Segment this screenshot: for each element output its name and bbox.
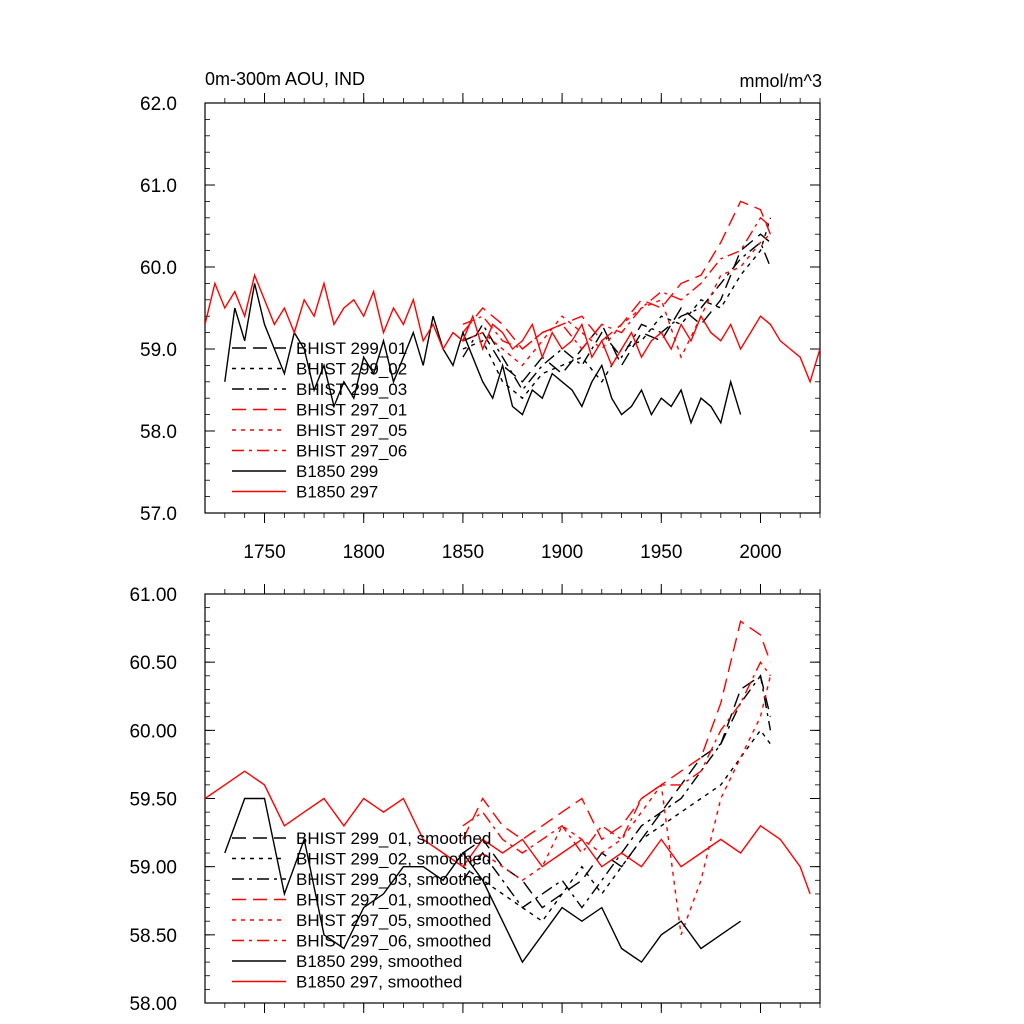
legend-label: BHIST 297_06, smoothed (296, 932, 491, 951)
legend-label: B1850 297, smoothed (296, 973, 462, 992)
legend-label: BHIST 297_01, smoothed (296, 891, 491, 910)
series-group (205, 620, 811, 964)
series-line-b1850-297 (205, 272, 820, 384)
series-line-bhist-299-03 (462, 241, 772, 392)
series-line-bhist-297-01-smoothed (462, 620, 772, 841)
plot-frame (204, 102, 821, 514)
legend-label: BHIST 299_01, smoothed (296, 829, 491, 848)
series-line-b1850-299 (224, 283, 742, 425)
series-group (205, 200, 820, 425)
x-tick-label: 1800 (343, 542, 385, 563)
y-tick-label: 59.0 (140, 340, 177, 361)
y-tick-label: 58.50 (129, 926, 177, 947)
legend-label: B1850 299, smoothed (296, 952, 462, 971)
y-tick-label: 60.00 (129, 721, 177, 742)
series-line-bhist-297-05 (462, 233, 771, 367)
legend-label: B1850 299 (296, 462, 378, 481)
legend-label: BHIST 299_02 (296, 360, 407, 379)
top-panel: 0m-300m AOU, IND mmol/m^3 57.0 58.0 59.0 60… (140, 69, 822, 563)
legend-label: BHIST 299_03, smoothed (296, 870, 491, 889)
legend-label: BHIST 299_02, smoothed (296, 850, 491, 869)
x-tick-label: 2000 (739, 542, 781, 563)
top-plot-area: 57.0 58.0 59.0 60.0 61.0 62.0 1750 1800 1850 1900… (140, 93, 821, 563)
legend-label: BHIST 299_03 (296, 380, 407, 399)
top-units: mmol/m^3 (740, 71, 822, 91)
legend-label: BHIST 297_01 (296, 401, 407, 420)
legend-label: BHIST 297_06 (296, 442, 407, 461)
x-tick-label: 1950 (640, 542, 682, 563)
y-tick-label: 59.00 (129, 858, 177, 879)
legend-label: BHIST 297_05 (296, 421, 407, 440)
series-line-bhist-299-02-smoothed (462, 729, 771, 923)
legend-label: B1850 297 (296, 483, 378, 502)
x-tick-label: 1850 (442, 542, 484, 563)
legend: BHIST 299_01, smoothed BHIST 299_02, smoo… (232, 829, 491, 992)
bottom-plot-area: 58.00 58.50 59.00 59.50 60.00 60.50 61.00 BHIST… (129, 584, 821, 1015)
legend-label: BHIST 299_01 (296, 339, 407, 358)
x-tick-label: 1750 (243, 542, 285, 563)
y-tick-label: 60.50 (129, 653, 177, 674)
y-tick-label: 61.0 (140, 176, 177, 197)
series-line-b1850-297-smoothed (205, 770, 811, 895)
y-tick-label: 58.0 (140, 422, 177, 443)
bottom-panel: 58.00 58.50 59.00 59.50 60.00 60.50 61.00 BHIST… (129, 584, 821, 1015)
y-tick-label: 59.50 (129, 790, 177, 811)
y-tick-label: 57.0 (140, 504, 177, 525)
series-line-b1850-299-smoothed (224, 797, 741, 964)
series-line-bhist-299-01 (462, 233, 771, 383)
y-tick-label: 58.00 (129, 994, 177, 1015)
x-tick-label: 1900 (541, 542, 583, 563)
y-tick-label: 62.0 (140, 94, 177, 115)
legend-label: BHIST 297_05, smoothed (296, 911, 491, 930)
y-tick-label: 61.00 (129, 585, 177, 606)
top-title: 0m-300m AOU, IND (205, 69, 365, 89)
series-line-bhist-297-05-smoothed (462, 675, 772, 936)
y-tick-label: 60.0 (140, 258, 177, 279)
